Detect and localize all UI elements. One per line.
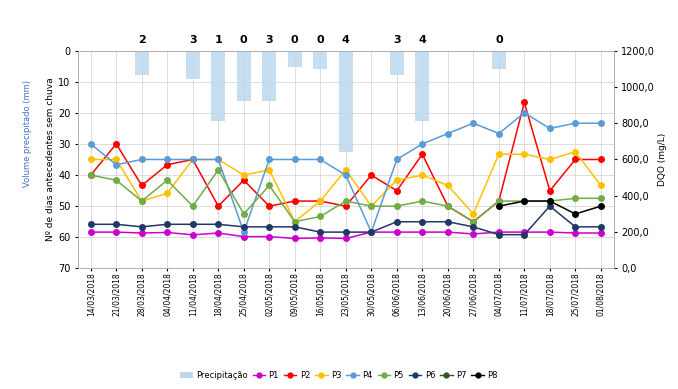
Text: 2: 2 [138,35,146,45]
Text: 0: 0 [240,35,247,45]
Bar [492,51,506,69]
Bar [262,51,276,101]
Bar [339,51,353,152]
Bar [390,51,404,75]
Text: 4: 4 [418,35,426,45]
Bar [416,51,429,121]
Text: 0: 0 [317,35,324,45]
Legend: Precipitação, P1, P2, P3, P4, P5, P6, P7, P8: Precipitação, P1, P2, P3, P4, P5, P6, P7… [177,367,501,383]
Text: 0: 0 [495,35,502,45]
Bar [287,51,302,67]
Text: Volume precipitado (mm): Volume precipitado (mm) [22,80,32,187]
Text: 0: 0 [291,35,298,45]
Text: 1: 1 [214,35,222,45]
Bar [237,51,251,101]
Text: 3: 3 [189,35,197,45]
Text: 3: 3 [393,35,401,45]
Bar [212,51,225,121]
Y-axis label: Nº de dias antecedentes sem chuva: Nº de dias antecedentes sem chuva [46,78,55,241]
Bar [313,51,327,69]
Y-axis label: DQO (mg/L): DQO (mg/L) [658,133,667,186]
Text: 3: 3 [266,35,273,45]
Bar [186,51,200,79]
Bar [135,51,148,75]
Text: 4: 4 [342,35,350,45]
